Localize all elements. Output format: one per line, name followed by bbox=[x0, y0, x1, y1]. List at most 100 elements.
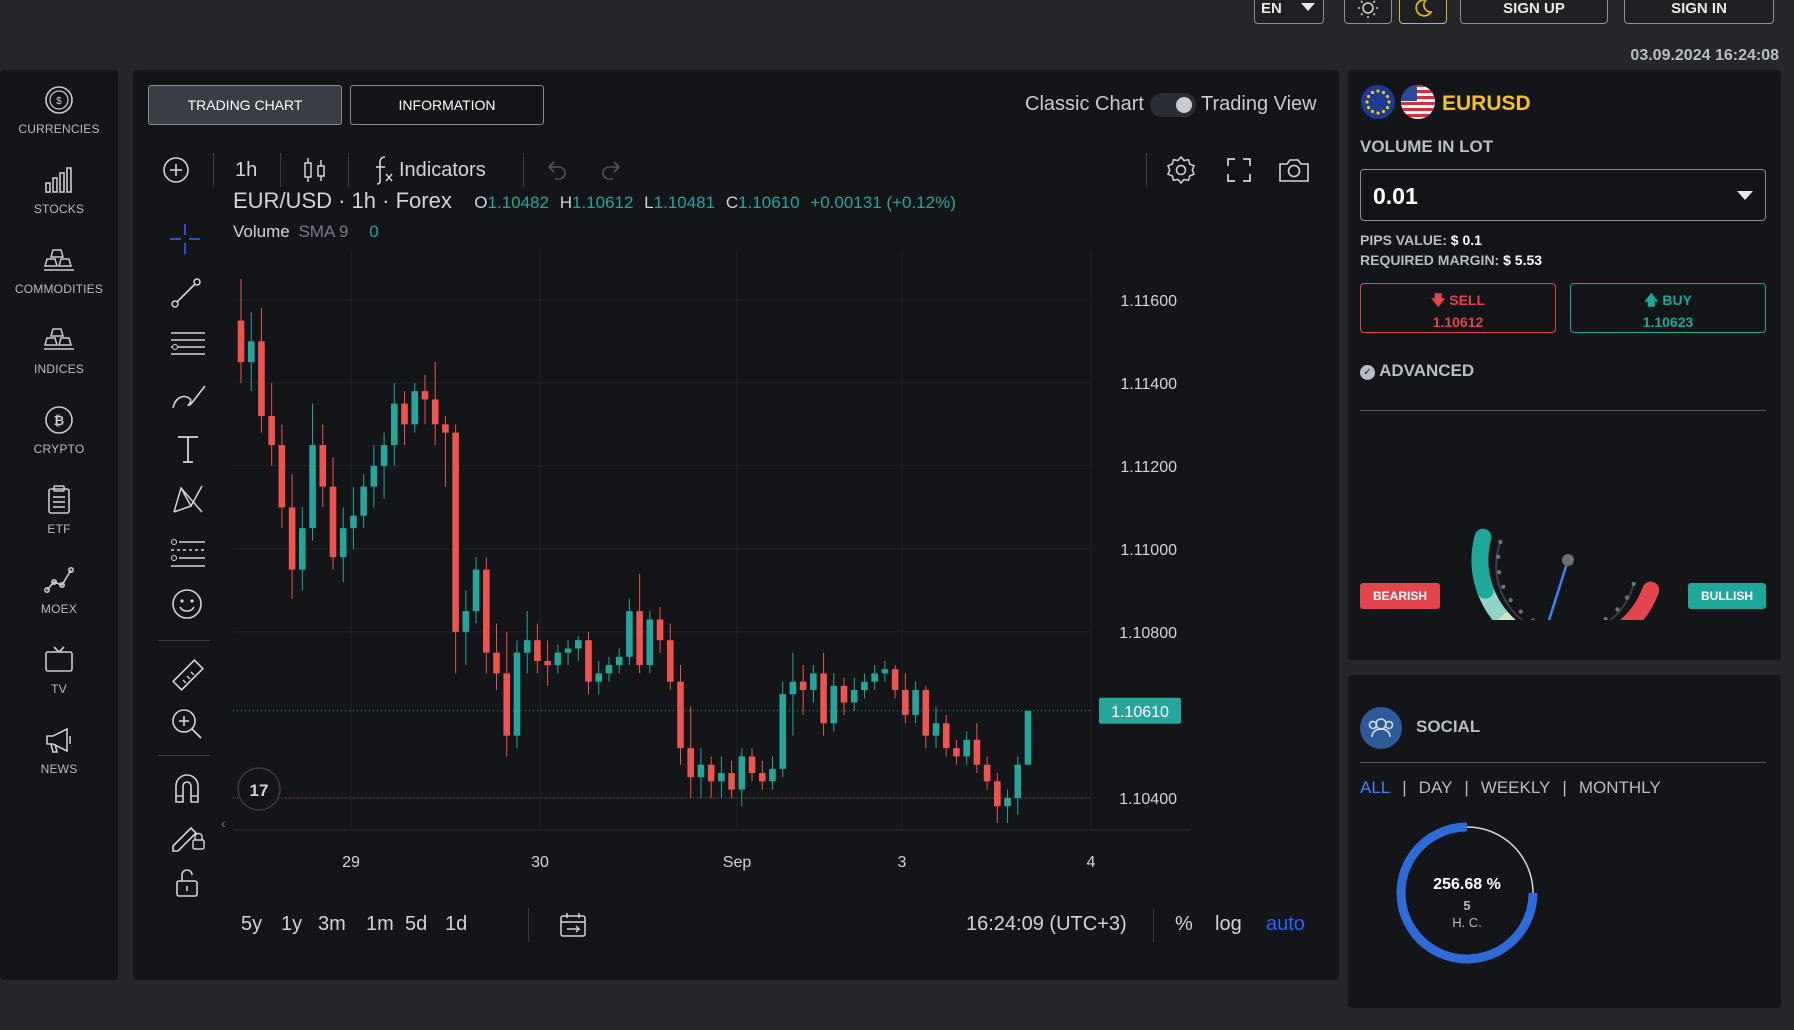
dark-theme-button[interactable] bbox=[1399, 0, 1447, 24]
prediction-tool-icon[interactable] bbox=[169, 536, 209, 570]
percent-scale-button[interactable]: % bbox=[1175, 913, 1193, 935]
auto-scale-button[interactable]: auto bbox=[1266, 913, 1305, 935]
tradingview-logo[interactable]: 17 bbox=[237, 767, 281, 811]
light-theme-button[interactable] bbox=[1344, 0, 1392, 24]
lock-drawings-icon[interactable] bbox=[169, 818, 207, 854]
candle bbox=[401, 391, 408, 446]
candle bbox=[503, 631, 511, 757]
range-button-3m[interactable]: 3m bbox=[318, 913, 346, 935]
candle bbox=[350, 486, 357, 549]
tradingview-widget: 1h Indicators ‹ bbox=[133, 70, 1339, 980]
tab-information[interactable]: INFORMATION bbox=[350, 85, 544, 125]
log-scale-button[interactable]: log bbox=[1215, 913, 1242, 935]
sign-up-button[interactable]: SIGN UP bbox=[1460, 0, 1608, 24]
sidebar-item-currencies[interactable]: $ CURRENCIES bbox=[0, 84, 118, 136]
sign-in-button[interactable]: SIGN IN bbox=[1624, 0, 1774, 24]
toolbar-separator bbox=[1153, 908, 1154, 942]
sidebar-item-news[interactable]: NEWS bbox=[0, 724, 118, 776]
brush-icon[interactable] bbox=[169, 380, 209, 414]
buy-button[interactable]: 🡅 BUY 1.10623 bbox=[1570, 283, 1766, 333]
gauge-tick bbox=[1508, 597, 1513, 603]
zoom-in-icon[interactable] bbox=[169, 706, 205, 742]
sidebar-item-label: ETF bbox=[47, 522, 71, 536]
candle bbox=[595, 660, 603, 695]
time-tick: Sep bbox=[722, 854, 752, 871]
language-select[interactable]: EN bbox=[1254, 0, 1324, 24]
crosshair-icon[interactable] bbox=[168, 222, 202, 256]
volume-select[interactable]: 0.01 bbox=[1360, 169, 1766, 221]
sidebar-item-crypto[interactable]: ₿ CRYPTO bbox=[0, 404, 118, 456]
range-button-1y[interactable]: 1y bbox=[281, 913, 303, 935]
sell-button[interactable]: 🡇 SELL 1.10612 bbox=[1360, 283, 1556, 333]
indicators-button[interactable]: Indicators bbox=[399, 159, 486, 181]
candle bbox=[1024, 710, 1032, 765]
clock-label[interactable]: 16:24:09 (UTC+3) bbox=[966, 913, 1127, 935]
trend-line-icon[interactable] bbox=[169, 276, 203, 310]
candle bbox=[932, 706, 940, 749]
fullscreen-icon[interactable] bbox=[1225, 156, 1253, 184]
candle bbox=[789, 652, 797, 736]
emoji-icon[interactable] bbox=[169, 586, 205, 622]
toolbar-separator bbox=[280, 153, 281, 187]
unlock-icon[interactable] bbox=[171, 866, 203, 900]
candle bbox=[840, 677, 848, 715]
candle bbox=[769, 756, 776, 790]
candle bbox=[983, 756, 991, 790]
bearish-badge: BEARISH bbox=[1360, 583, 1440, 609]
toggle-knob bbox=[1176, 97, 1192, 113]
sidebar-item-indices[interactable]: INDICES bbox=[0, 324, 118, 376]
volume-value: 0.01 bbox=[1373, 183, 1418, 209]
interval-button[interactable]: 1h bbox=[235, 159, 258, 181]
candle bbox=[493, 623, 500, 691]
range-button-5d[interactable]: 5d bbox=[405, 913, 428, 935]
megaphone-icon bbox=[46, 727, 71, 753]
add-symbol-icon[interactable] bbox=[161, 155, 191, 185]
range-button-1m[interactable]: 1m bbox=[366, 913, 394, 935]
settings-gear-icon[interactable] bbox=[1165, 154, 1197, 186]
users-icon bbox=[1360, 707, 1402, 749]
social-filter-monthly[interactable]: MONTHLY bbox=[1578, 778, 1661, 797]
indicators-icon[interactable] bbox=[371, 154, 397, 186]
candle bbox=[247, 312, 255, 392]
pattern-tool-icon[interactable] bbox=[169, 482, 207, 518]
range-button-1d[interactable]: 1d bbox=[445, 913, 468, 935]
chart-mode-toggle[interactable] bbox=[1150, 93, 1196, 117]
gauge-tick bbox=[1631, 581, 1636, 587]
go-to-date-icon[interactable] bbox=[557, 910, 589, 940]
collapse-toolbar-icon[interactable]: ‹ bbox=[221, 815, 226, 831]
magnet-icon[interactable] bbox=[169, 770, 205, 806]
sidebar-item-tv[interactable]: TV bbox=[0, 644, 118, 696]
tab-trading-chart[interactable]: TRADING CHART bbox=[148, 85, 342, 125]
price-tick: 1.10800 bbox=[1119, 625, 1177, 642]
pair-name: EURUSD bbox=[1442, 92, 1531, 115]
redo-icon[interactable] bbox=[599, 160, 625, 182]
sidebar-item-moex[interactable]: MOEX bbox=[0, 564, 118, 616]
filter-separator: | bbox=[1562, 778, 1567, 797]
undo-icon[interactable] bbox=[543, 160, 569, 182]
candle bbox=[309, 403, 316, 541]
candles-style-icon[interactable] bbox=[301, 155, 329, 185]
social-filter-weekly[interactable]: WEEKLY bbox=[1480, 778, 1551, 797]
candle bbox=[1014, 756, 1022, 815]
social-filter-day[interactable]: DAY bbox=[1418, 778, 1453, 797]
stacked-bars-icon bbox=[44, 328, 74, 350]
candle bbox=[544, 640, 551, 686]
candle bbox=[452, 424, 459, 674]
candlestick-chart[interactable]: 1.11600 1.11400 1.11200 1.11000 1.10800 1.104… bbox=[233, 250, 1233, 940]
fib-lines-icon[interactable] bbox=[169, 328, 207, 362]
camera-icon[interactable] bbox=[1277, 155, 1311, 185]
social-filter-all[interactable]: ALL bbox=[1360, 778, 1391, 797]
sidebar-item-commodities[interactable]: COMMODITIES bbox=[0, 244, 118, 296]
sidebar-item-etf[interactable]: ETF bbox=[0, 484, 118, 536]
ruler-icon[interactable] bbox=[169, 656, 207, 694]
advanced-toggle[interactable]: ✓ ADVANCED bbox=[1360, 361, 1474, 381]
sun-icon bbox=[1358, 0, 1378, 18]
language-label: EN bbox=[1261, 0, 1282, 17]
eu-flag-icon bbox=[1361, 85, 1395, 119]
svg-text:$: $ bbox=[56, 96, 62, 107]
candle bbox=[973, 723, 981, 774]
text-tool-icon[interactable] bbox=[171, 432, 205, 466]
sidebar-item-stocks[interactable]: STOCKS bbox=[0, 164, 118, 216]
gauge-segment bbox=[1620, 581, 1660, 620]
range-button-5y[interactable]: 5y bbox=[241, 913, 263, 935]
